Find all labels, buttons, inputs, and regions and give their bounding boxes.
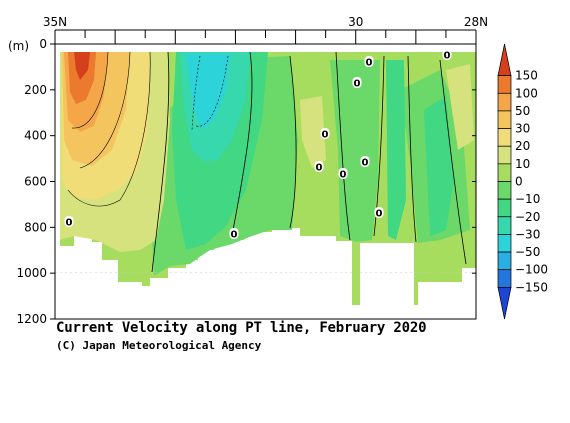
colorbar-cell bbox=[497, 234, 512, 253]
colorbar-cell bbox=[497, 216, 512, 235]
y-tick-label: 600 bbox=[24, 175, 47, 189]
colorbar-label: 100 bbox=[515, 86, 538, 100]
svg-text:0: 0 bbox=[366, 58, 373, 69]
chart-title: Current Velocity along PT line, February… bbox=[56, 320, 427, 336]
svg-text:0: 0 bbox=[322, 130, 329, 141]
svg-text:0: 0 bbox=[66, 218, 73, 229]
svg-text:0: 0 bbox=[354, 79, 361, 90]
zero-contour-label: 0 bbox=[338, 168, 348, 181]
field-pos150 bbox=[74, 52, 90, 80]
svg-text:0: 0 bbox=[316, 163, 323, 174]
colorbar-label: −50 bbox=[515, 245, 540, 259]
zero-contour-label: 0 bbox=[374, 207, 384, 220]
field-neg50 bbox=[186, 54, 230, 130]
contour-lines bbox=[67, 51, 467, 273]
field-neg20-b bbox=[386, 60, 406, 240]
y-tick-label: 800 bbox=[24, 220, 47, 234]
colorbar-cell bbox=[497, 92, 512, 112]
colorbar-cell bbox=[497, 163, 512, 182]
velocity-field bbox=[60, 52, 476, 305]
field-pos-east2 bbox=[446, 64, 474, 150]
top-axis: 35N 30 28N bbox=[43, 15, 488, 44]
field-pos-east bbox=[300, 96, 326, 168]
zero-contour-label: 0 bbox=[64, 216, 74, 229]
svg-text:0: 0 bbox=[362, 158, 369, 169]
colorbar-label: −150 bbox=[515, 280, 548, 294]
y-tick-label: 1200 bbox=[16, 312, 47, 326]
zero-contour-label: 0 bbox=[229, 228, 239, 241]
y-tick-label: 400 bbox=[24, 129, 47, 143]
zero-contour-label: 0 bbox=[352, 77, 362, 90]
field-pos100 bbox=[68, 52, 96, 104]
svg-text:0: 0 bbox=[376, 209, 383, 220]
x-tick-label: 28N bbox=[464, 15, 488, 29]
y-tick-label: 0 bbox=[39, 37, 47, 51]
svg-text:0: 0 bbox=[340, 170, 347, 181]
colorbar-cell bbox=[497, 110, 512, 129]
colorbar-cell bbox=[497, 128, 512, 147]
colorbar-cell bbox=[497, 145, 512, 165]
x-tick-label: 30 bbox=[348, 15, 363, 29]
colorbar-label: −30 bbox=[515, 227, 540, 241]
colorbar-label: −20 bbox=[515, 210, 540, 224]
colorbar-label: 30 bbox=[515, 122, 530, 136]
colorbar-cell bbox=[497, 251, 512, 271]
zero-contour-label: 0 bbox=[364, 56, 374, 69]
svg-text:0: 0 bbox=[444, 51, 451, 62]
zero-contour-label: 0 bbox=[314, 161, 324, 174]
zero-contour-label: 0 bbox=[360, 156, 370, 169]
y-tick-label: 1000 bbox=[16, 266, 47, 280]
colorbar-label: 10 bbox=[515, 157, 530, 171]
colorbar-label: 20 bbox=[515, 139, 530, 153]
colorbar-label: −10 bbox=[515, 192, 540, 206]
y-axis-unit: (m) bbox=[8, 39, 29, 53]
colorbar-cell bbox=[497, 43, 512, 76]
zero-contour-label: 0 bbox=[442, 49, 452, 62]
x-tick-label: 35N bbox=[43, 15, 67, 29]
y-tick-label: 200 bbox=[24, 83, 47, 97]
zero-contour-label: 0 bbox=[320, 128, 330, 141]
colorbar-label: −100 bbox=[515, 263, 548, 277]
colorbar-cell bbox=[497, 181, 512, 200]
field-neg10-b bbox=[330, 60, 380, 242]
colorbar-label: 50 bbox=[515, 104, 530, 118]
colorbar-cell bbox=[497, 287, 512, 320]
colorbar-label: 150 bbox=[515, 69, 538, 83]
y-axis: 0 200 400 600 800 1000 1200 bbox=[16, 37, 476, 326]
colorbar-label: 0 bbox=[515, 175, 523, 189]
colorbar-cell bbox=[497, 75, 512, 94]
colorbar-cell bbox=[497, 198, 512, 218]
colorbar-cell bbox=[497, 269, 512, 288]
svg-text:0: 0 bbox=[231, 230, 238, 241]
field-neg20-c bbox=[424, 96, 454, 236]
chart-credit: (C) Japan Meteorological Agency bbox=[56, 339, 262, 352]
